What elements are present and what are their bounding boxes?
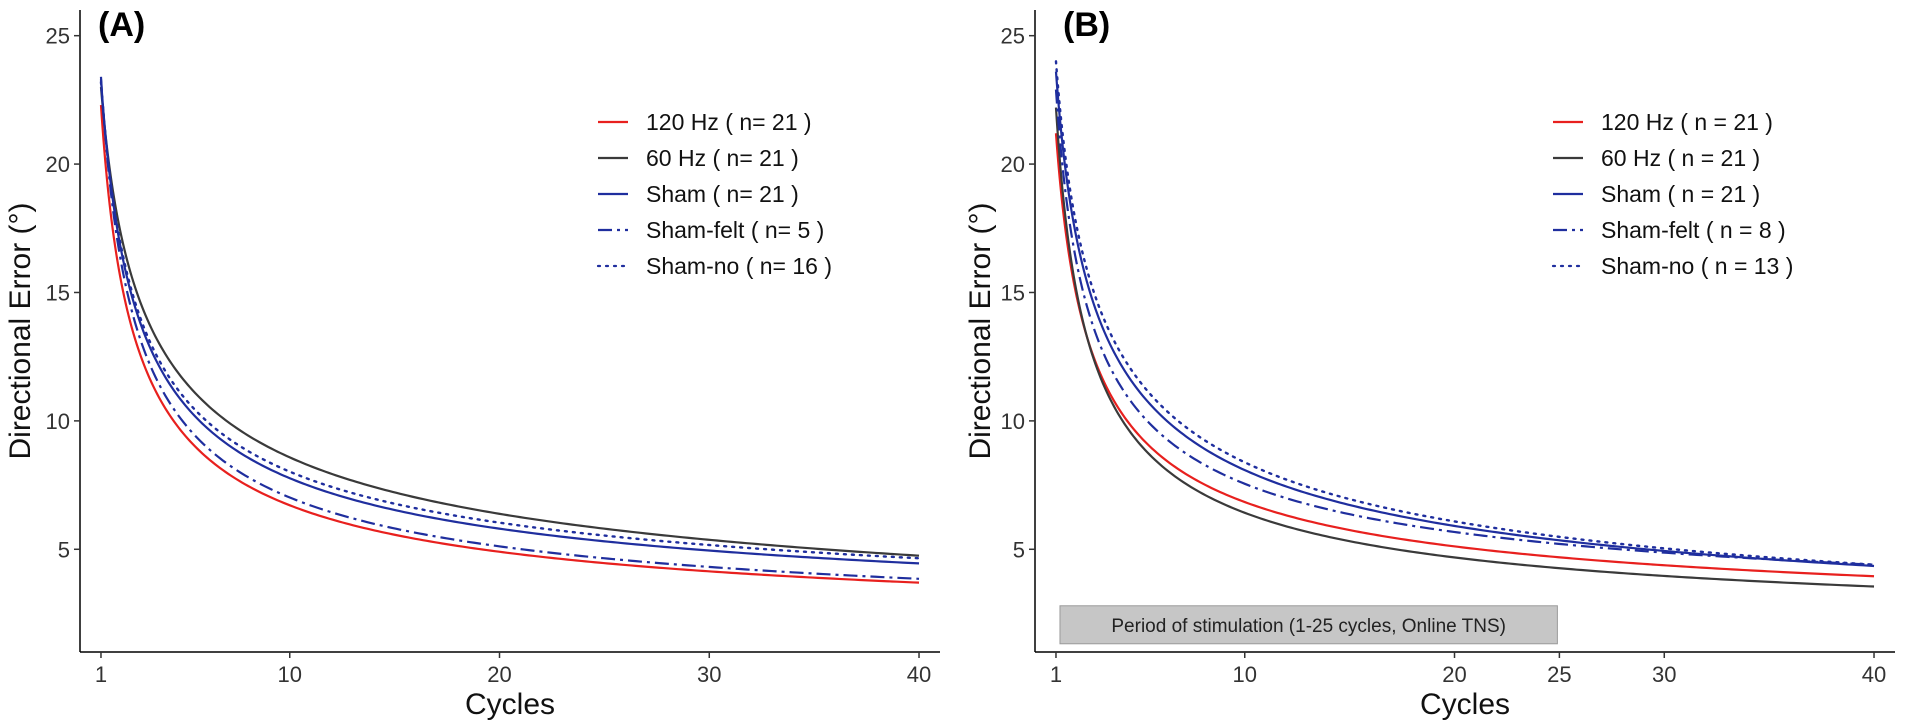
- stimulation-period-box: [1059, 605, 1558, 645]
- legend-label: 60 Hz ( n = 21 ): [1601, 145, 1760, 171]
- x-tick-label: 1: [95, 662, 107, 687]
- legend-label: Sham-felt ( n = 8 ): [1601, 217, 1786, 243]
- y-tick-label: 5: [1013, 537, 1025, 562]
- legend-label: Sham-felt ( n= 5 ): [646, 217, 824, 243]
- series-line-4: [1054, 89, 1875, 566]
- y-tick-label: 25: [46, 24, 70, 49]
- panel-label: (B): [1063, 6, 1110, 44]
- legend-label: 60 Hz ( n= 21 ): [646, 145, 799, 171]
- stimulation-period-label: Period of stimulation (1-25 cycles, Onli…: [1111, 616, 1506, 637]
- legend-label: 120 Hz ( n= 21 ): [646, 109, 812, 135]
- x-tick-label: 25: [1547, 662, 1571, 687]
- legend-label: Sham-no ( n = 13 ): [1601, 253, 1793, 279]
- panel-b: Period of stimulation (1-25 cycles, Onli…: [964, 6, 1895, 721]
- y-tick-label: 5: [58, 537, 70, 562]
- series-line-2: [1054, 107, 1875, 588]
- series-line-5: [99, 80, 921, 560]
- y-tick-label: 10: [46, 409, 70, 434]
- y-tick-label: 15: [46, 280, 70, 305]
- x-tick-label: 20: [1442, 662, 1466, 687]
- x-tick-label: 1: [1050, 662, 1062, 687]
- x-tick-label: 10: [278, 662, 302, 687]
- panel-label: (A): [98, 6, 145, 44]
- series-line-2: [99, 86, 920, 557]
- series-line-4: [99, 76, 920, 580]
- series-line-3: [1054, 71, 1875, 568]
- legend-label: 120 Hz ( n = 21 ): [1601, 109, 1773, 135]
- x-tick-label: 20: [487, 662, 511, 687]
- x-axis-title: Cycles: [465, 688, 555, 721]
- x-axis-title: Cycles: [1420, 688, 1510, 721]
- y-tick-label: 25: [1001, 24, 1025, 49]
- x-tick-label: 30: [1652, 662, 1676, 687]
- y-tick-label: 20: [46, 152, 70, 177]
- series-line-1: [99, 104, 920, 584]
- x-tick-label: 30: [697, 662, 721, 687]
- x-tick-label: 10: [1233, 662, 1257, 687]
- legend-label: Sham ( n = 21 ): [1601, 181, 1760, 207]
- x-tick-label: 40: [907, 662, 931, 687]
- y-axis-title: Directional Error (°): [4, 202, 37, 459]
- y-tick-label: 10: [1001, 409, 1025, 434]
- x-tick-label: 40: [1862, 662, 1886, 687]
- series-line-1: [1054, 133, 1875, 578]
- legend-label: Sham-no ( n= 16 ): [646, 253, 832, 279]
- y-tick-label: 15: [1001, 280, 1025, 305]
- series-line-3: [99, 79, 920, 565]
- y-tick-label: 20: [1001, 152, 1025, 177]
- legend-label: Sham ( n= 21 ): [646, 181, 799, 207]
- panel-a: 5 10 15 20 25 1 10 20 30 40 Cycles Directional Erro…: [4, 6, 940, 721]
- y-axis-title: Directional Error (°): [964, 202, 997, 459]
- series-line-5: [1054, 60, 1876, 566]
